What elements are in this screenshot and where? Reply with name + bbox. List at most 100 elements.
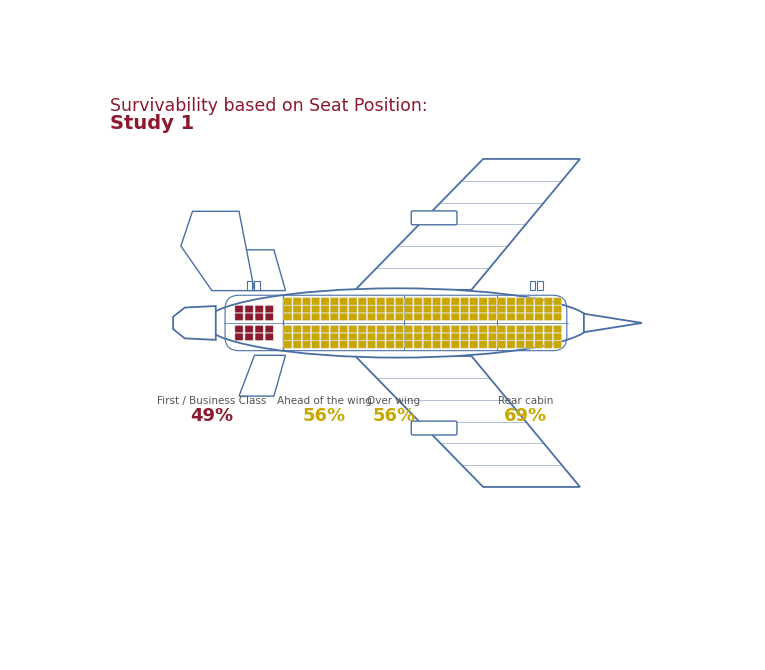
FancyBboxPatch shape (470, 313, 478, 320)
Bar (247, 281, 252, 290)
FancyBboxPatch shape (479, 341, 487, 348)
FancyBboxPatch shape (526, 297, 534, 305)
FancyBboxPatch shape (479, 333, 487, 340)
FancyBboxPatch shape (358, 333, 366, 340)
FancyBboxPatch shape (284, 297, 292, 305)
FancyBboxPatch shape (265, 306, 273, 313)
FancyBboxPatch shape (553, 306, 562, 313)
FancyBboxPatch shape (470, 326, 478, 333)
FancyBboxPatch shape (442, 326, 450, 333)
FancyBboxPatch shape (526, 306, 534, 313)
FancyBboxPatch shape (488, 306, 496, 313)
FancyBboxPatch shape (553, 297, 562, 305)
FancyBboxPatch shape (396, 313, 403, 320)
FancyBboxPatch shape (376, 313, 385, 320)
FancyBboxPatch shape (293, 306, 301, 313)
FancyBboxPatch shape (470, 341, 478, 348)
Text: 69%: 69% (504, 407, 547, 425)
FancyBboxPatch shape (488, 326, 496, 333)
FancyBboxPatch shape (386, 341, 394, 348)
FancyBboxPatch shape (284, 313, 292, 320)
FancyBboxPatch shape (516, 326, 525, 333)
Bar (529, 281, 535, 290)
FancyBboxPatch shape (423, 297, 431, 305)
FancyBboxPatch shape (302, 333, 311, 340)
FancyBboxPatch shape (507, 326, 515, 333)
FancyBboxPatch shape (358, 313, 366, 320)
FancyBboxPatch shape (412, 421, 457, 435)
FancyBboxPatch shape (405, 341, 413, 348)
Text: 56%: 56% (373, 407, 415, 425)
FancyBboxPatch shape (330, 297, 338, 305)
FancyBboxPatch shape (497, 306, 506, 313)
FancyBboxPatch shape (367, 341, 376, 348)
FancyBboxPatch shape (321, 341, 329, 348)
FancyBboxPatch shape (302, 297, 311, 305)
FancyBboxPatch shape (442, 306, 450, 313)
FancyBboxPatch shape (535, 313, 543, 320)
FancyBboxPatch shape (507, 306, 515, 313)
FancyBboxPatch shape (235, 306, 243, 313)
FancyBboxPatch shape (497, 313, 506, 320)
FancyBboxPatch shape (432, 297, 441, 305)
FancyBboxPatch shape (386, 333, 394, 340)
FancyBboxPatch shape (321, 297, 329, 305)
FancyBboxPatch shape (349, 313, 357, 320)
Text: 56%: 56% (303, 407, 346, 425)
FancyBboxPatch shape (414, 341, 422, 348)
FancyBboxPatch shape (461, 297, 469, 305)
FancyBboxPatch shape (497, 333, 506, 340)
Bar (255, 281, 260, 290)
FancyBboxPatch shape (442, 333, 450, 340)
FancyBboxPatch shape (507, 297, 515, 305)
FancyBboxPatch shape (367, 306, 376, 313)
FancyBboxPatch shape (340, 297, 348, 305)
FancyBboxPatch shape (396, 341, 403, 348)
FancyBboxPatch shape (235, 333, 243, 340)
FancyBboxPatch shape (293, 341, 301, 348)
FancyBboxPatch shape (553, 313, 562, 320)
FancyBboxPatch shape (423, 306, 431, 313)
FancyBboxPatch shape (423, 313, 431, 320)
FancyBboxPatch shape (488, 333, 496, 340)
FancyBboxPatch shape (470, 297, 478, 305)
FancyBboxPatch shape (255, 326, 263, 333)
FancyBboxPatch shape (358, 297, 366, 305)
FancyBboxPatch shape (255, 333, 263, 340)
FancyBboxPatch shape (461, 326, 469, 333)
FancyBboxPatch shape (479, 326, 487, 333)
FancyBboxPatch shape (265, 333, 273, 340)
FancyBboxPatch shape (553, 333, 562, 340)
FancyBboxPatch shape (255, 306, 263, 313)
Polygon shape (239, 250, 285, 291)
FancyBboxPatch shape (516, 333, 525, 340)
FancyBboxPatch shape (442, 341, 450, 348)
FancyBboxPatch shape (396, 297, 403, 305)
FancyBboxPatch shape (349, 333, 357, 340)
Text: Survivability based on Seat Position:: Survivability based on Seat Position: (109, 97, 427, 115)
FancyBboxPatch shape (405, 306, 413, 313)
FancyBboxPatch shape (488, 341, 496, 348)
FancyBboxPatch shape (507, 341, 515, 348)
FancyBboxPatch shape (265, 313, 273, 320)
FancyBboxPatch shape (414, 313, 422, 320)
FancyBboxPatch shape (544, 306, 552, 313)
FancyBboxPatch shape (340, 313, 348, 320)
FancyBboxPatch shape (535, 326, 543, 333)
Text: 49%: 49% (190, 407, 233, 425)
FancyBboxPatch shape (376, 341, 385, 348)
FancyBboxPatch shape (479, 306, 487, 313)
FancyBboxPatch shape (432, 341, 441, 348)
FancyBboxPatch shape (367, 297, 376, 305)
Text: First / Business Class: First / Business Class (157, 396, 266, 406)
FancyBboxPatch shape (470, 333, 478, 340)
Polygon shape (355, 159, 580, 290)
Bar (537, 281, 543, 290)
FancyBboxPatch shape (497, 341, 506, 348)
FancyBboxPatch shape (367, 313, 376, 320)
FancyBboxPatch shape (451, 306, 459, 313)
FancyBboxPatch shape (544, 341, 552, 348)
FancyBboxPatch shape (358, 326, 366, 333)
FancyBboxPatch shape (507, 333, 515, 340)
FancyBboxPatch shape (255, 313, 263, 320)
